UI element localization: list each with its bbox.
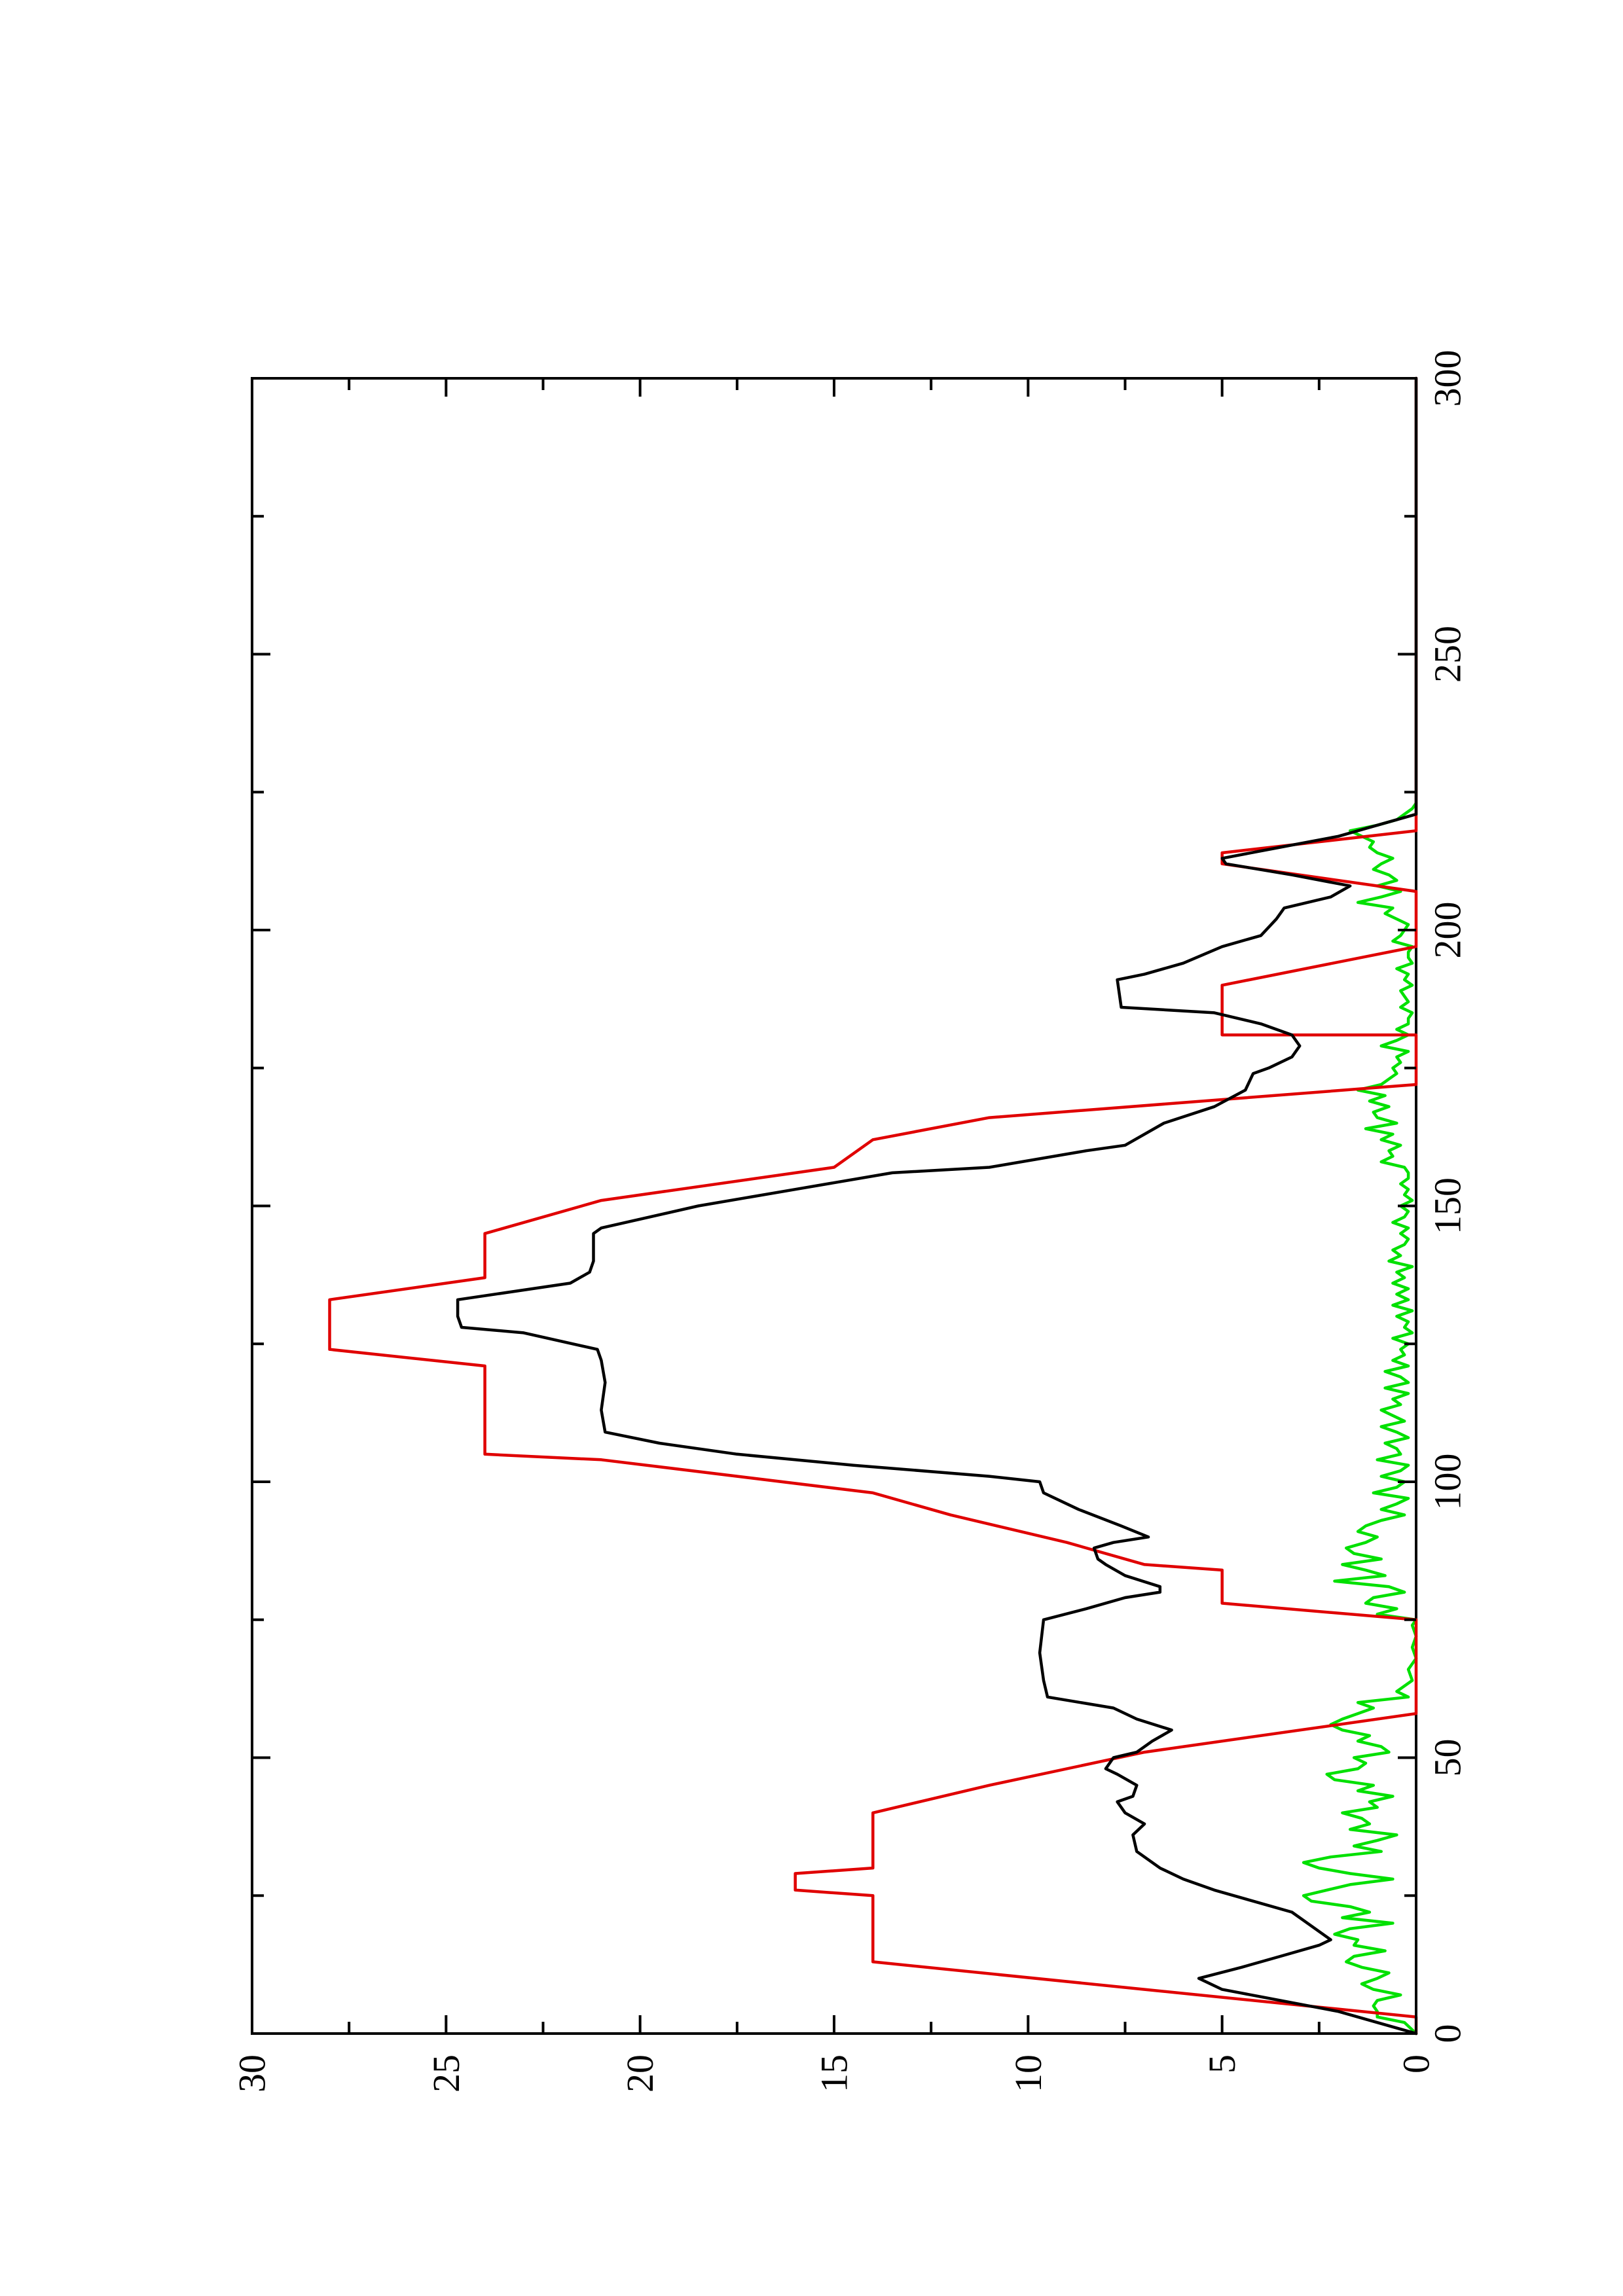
axis-ticks xyxy=(251,377,1417,2035)
series-line-1 xyxy=(328,376,1418,2036)
x-tick-label: 300 xyxy=(1427,350,1469,407)
x-tick-label: 0 xyxy=(1427,2024,1469,2043)
tick-labels: 0 50 100 150 200 250 300 0 5 10 15 20 25 30 xyxy=(231,350,1469,2093)
plot-frame xyxy=(251,377,1417,2035)
series-line-2 xyxy=(456,376,1418,2036)
y-tick-label: 5 xyxy=(1201,2054,1243,2073)
y-tick-label: 30 xyxy=(231,2054,274,2092)
x-tick-label: 50 xyxy=(1427,1739,1469,1777)
series-layer xyxy=(328,376,1418,2036)
x-tick-label: 100 xyxy=(1427,1454,1469,1511)
series-line-3 xyxy=(1302,801,1418,2036)
y-tick-label: 0 xyxy=(1395,2054,1438,2073)
y-tick-label: 10 xyxy=(1007,2054,1049,2092)
plot-area xyxy=(251,377,1417,2035)
y-tick-label: 15 xyxy=(813,2054,856,2092)
y-tick-label: 20 xyxy=(619,2054,661,2092)
x-tick-label: 150 xyxy=(1427,1177,1469,1234)
y-tick-label: 25 xyxy=(425,2054,467,2092)
x-tick-label: 200 xyxy=(1427,902,1469,959)
x-tick-label: 250 xyxy=(1427,626,1469,683)
